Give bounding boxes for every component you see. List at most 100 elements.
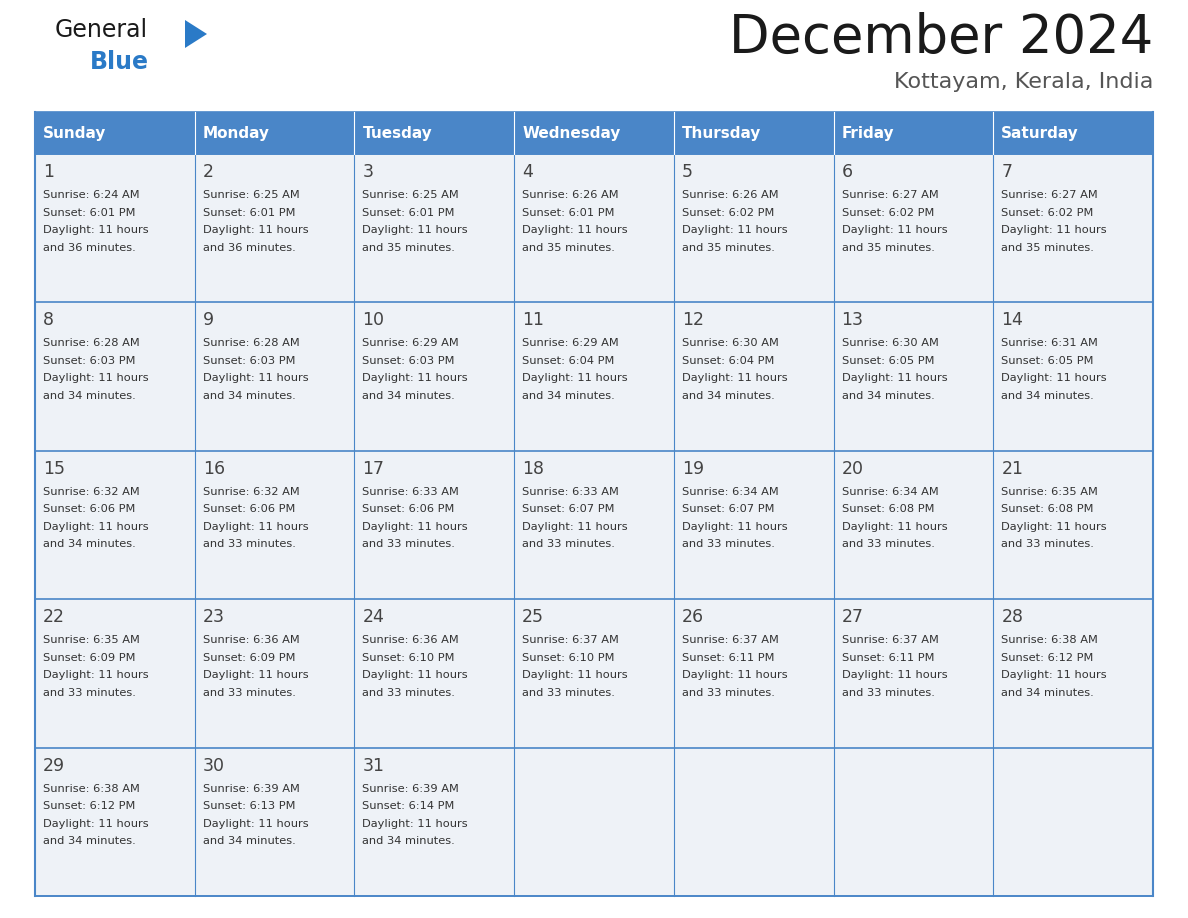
Text: Daylight: 11 hours: Daylight: 11 hours — [43, 225, 148, 235]
Text: Daylight: 11 hours: Daylight: 11 hours — [841, 374, 947, 384]
Text: Sunrise: 6:37 AM: Sunrise: 6:37 AM — [841, 635, 939, 645]
Text: Sunset: 6:07 PM: Sunset: 6:07 PM — [523, 504, 614, 514]
Text: Blue: Blue — [90, 50, 148, 74]
Text: Sunrise: 6:39 AM: Sunrise: 6:39 AM — [362, 784, 460, 793]
Bar — [195, 599, 354, 747]
Text: Sunset: 6:02 PM: Sunset: 6:02 PM — [682, 207, 775, 218]
Text: Sunrise: 6:32 AM: Sunrise: 6:32 AM — [43, 487, 140, 497]
Bar — [514, 112, 674, 154]
Text: 12: 12 — [682, 311, 703, 330]
Text: and 33 minutes.: and 33 minutes. — [523, 688, 615, 698]
Text: Sunset: 6:11 PM: Sunset: 6:11 PM — [682, 653, 775, 663]
Bar — [514, 302, 674, 451]
Text: Thursday: Thursday — [682, 126, 762, 140]
Text: Sunrise: 6:31 AM: Sunrise: 6:31 AM — [1001, 339, 1098, 349]
Text: and 33 minutes.: and 33 minutes. — [1001, 539, 1094, 549]
Text: Sunrise: 6:29 AM: Sunrise: 6:29 AM — [523, 339, 619, 349]
Bar — [674, 154, 834, 302]
Text: 2: 2 — [203, 163, 214, 181]
Text: Sunset: 6:03 PM: Sunset: 6:03 PM — [43, 356, 135, 366]
Text: Sunrise: 6:34 AM: Sunrise: 6:34 AM — [682, 487, 778, 497]
Text: and 35 minutes.: and 35 minutes. — [841, 242, 935, 252]
Text: Daylight: 11 hours: Daylight: 11 hours — [523, 225, 627, 235]
Text: Sunset: 6:02 PM: Sunset: 6:02 PM — [841, 207, 934, 218]
Text: Sunset: 6:06 PM: Sunset: 6:06 PM — [43, 504, 135, 514]
Text: 3: 3 — [362, 163, 373, 181]
Bar — [674, 747, 834, 896]
Text: Sunset: 6:04 PM: Sunset: 6:04 PM — [682, 356, 775, 366]
Text: Sunrise: 6:30 AM: Sunrise: 6:30 AM — [682, 339, 778, 349]
Bar — [195, 451, 354, 599]
Bar — [34, 747, 195, 896]
Text: 15: 15 — [43, 460, 65, 477]
Bar — [354, 154, 514, 302]
Text: and 34 minutes.: and 34 minutes. — [362, 836, 455, 846]
Text: 25: 25 — [523, 609, 544, 626]
Text: and 33 minutes.: and 33 minutes. — [203, 688, 296, 698]
Text: 19: 19 — [682, 460, 704, 477]
Bar — [993, 451, 1154, 599]
Text: Daylight: 11 hours: Daylight: 11 hours — [682, 521, 788, 532]
Text: Daylight: 11 hours: Daylight: 11 hours — [523, 521, 627, 532]
Bar — [834, 599, 993, 747]
Text: Sunset: 6:09 PM: Sunset: 6:09 PM — [43, 653, 135, 663]
Bar — [674, 112, 834, 154]
Bar — [354, 599, 514, 747]
Text: 22: 22 — [43, 609, 65, 626]
Text: and 33 minutes.: and 33 minutes. — [841, 688, 935, 698]
Text: Saturday: Saturday — [1001, 126, 1079, 140]
Text: Sunrise: 6:29 AM: Sunrise: 6:29 AM — [362, 339, 460, 349]
Text: Sunrise: 6:35 AM: Sunrise: 6:35 AM — [1001, 487, 1098, 497]
Text: Daylight: 11 hours: Daylight: 11 hours — [1001, 521, 1107, 532]
Text: Monday: Monday — [203, 126, 270, 140]
Text: Daylight: 11 hours: Daylight: 11 hours — [841, 521, 947, 532]
Bar — [993, 747, 1154, 896]
Text: Daylight: 11 hours: Daylight: 11 hours — [523, 374, 627, 384]
Text: Daylight: 11 hours: Daylight: 11 hours — [523, 670, 627, 680]
Text: and 34 minutes.: and 34 minutes. — [203, 836, 296, 846]
Text: and 35 minutes.: and 35 minutes. — [362, 242, 455, 252]
Text: Sunrise: 6:33 AM: Sunrise: 6:33 AM — [523, 487, 619, 497]
Text: Sunrise: 6:37 AM: Sunrise: 6:37 AM — [682, 635, 778, 645]
Text: Daylight: 11 hours: Daylight: 11 hours — [43, 670, 148, 680]
Bar — [354, 112, 514, 154]
Text: and 34 minutes.: and 34 minutes. — [1001, 391, 1094, 401]
Bar — [354, 747, 514, 896]
Text: Sunrise: 6:36 AM: Sunrise: 6:36 AM — [362, 635, 460, 645]
Bar — [34, 451, 195, 599]
Text: and 33 minutes.: and 33 minutes. — [523, 539, 615, 549]
Bar — [993, 599, 1154, 747]
Text: and 34 minutes.: and 34 minutes. — [682, 391, 775, 401]
Text: and 33 minutes.: and 33 minutes. — [682, 539, 775, 549]
Text: and 36 minutes.: and 36 minutes. — [203, 242, 296, 252]
Text: Sunset: 6:06 PM: Sunset: 6:06 PM — [203, 504, 295, 514]
Text: 10: 10 — [362, 311, 385, 330]
Text: Sunset: 6:01 PM: Sunset: 6:01 PM — [203, 207, 295, 218]
Text: and 33 minutes.: and 33 minutes. — [43, 688, 135, 698]
Bar — [34, 112, 195, 154]
Bar — [195, 747, 354, 896]
Text: Daylight: 11 hours: Daylight: 11 hours — [43, 374, 148, 384]
Text: Kottayam, Kerala, India: Kottayam, Kerala, India — [893, 72, 1154, 92]
Text: Sunset: 6:13 PM: Sunset: 6:13 PM — [203, 801, 295, 812]
Bar — [195, 302, 354, 451]
Text: Daylight: 11 hours: Daylight: 11 hours — [682, 225, 788, 235]
Text: Daylight: 11 hours: Daylight: 11 hours — [203, 670, 309, 680]
Bar — [834, 154, 993, 302]
Text: Tuesday: Tuesday — [362, 126, 432, 140]
Text: Daylight: 11 hours: Daylight: 11 hours — [841, 670, 947, 680]
Text: 29: 29 — [43, 756, 65, 775]
Text: Sunrise: 6:35 AM: Sunrise: 6:35 AM — [43, 635, 140, 645]
Bar — [34, 599, 195, 747]
Text: 17: 17 — [362, 460, 385, 477]
Text: Sunset: 6:01 PM: Sunset: 6:01 PM — [523, 207, 614, 218]
Bar — [514, 747, 674, 896]
Text: Wednesday: Wednesday — [523, 126, 620, 140]
Text: Sunrise: 6:36 AM: Sunrise: 6:36 AM — [203, 635, 299, 645]
Text: and 34 minutes.: and 34 minutes. — [1001, 688, 1094, 698]
Bar — [834, 451, 993, 599]
Text: Sunrise: 6:39 AM: Sunrise: 6:39 AM — [203, 784, 299, 793]
Text: 21: 21 — [1001, 460, 1023, 477]
Text: Sunset: 6:12 PM: Sunset: 6:12 PM — [1001, 653, 1094, 663]
Bar — [514, 599, 674, 747]
